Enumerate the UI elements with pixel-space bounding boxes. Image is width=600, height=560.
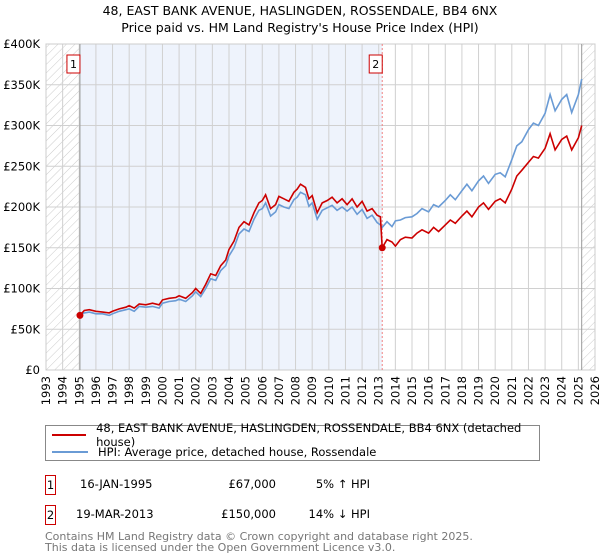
sale-point	[76, 311, 84, 319]
y-tick-label: £50K	[11, 322, 41, 336]
x-tick-label: 2008	[289, 376, 303, 405]
x-tick-label: 2017	[438, 376, 452, 405]
x-tick-label: 2015	[405, 376, 419, 405]
y-tick-label: £400K	[3, 37, 40, 51]
legend-label: HPI: Average price, detached house, Ross…	[98, 445, 377, 459]
x-tick-label: 1993	[39, 376, 53, 405]
transaction-number: 2	[45, 505, 56, 525]
x-tick-label: 2005	[239, 376, 253, 405]
plot-border	[45, 43, 596, 371]
x-tick-label: 2020	[488, 376, 502, 405]
annotation-box	[66, 54, 81, 74]
x-tick-label: 2007	[272, 376, 286, 405]
x-tick-label: 2025	[571, 376, 585, 405]
x-tick-label: 2003	[205, 376, 219, 405]
legend-item-property: 48, EAST BANK AVENUE, HASLINGDEN, ROSSEN…	[52, 421, 539, 449]
legend: 48, EAST BANK AVENUE, HASLINGDEN, ROSSEN…	[45, 421, 540, 461]
annotation-box	[368, 54, 383, 74]
x-tick-label: 2013	[372, 376, 386, 405]
y-tick-label: £350K	[3, 78, 40, 92]
x-tick-label: 2026	[588, 376, 600, 405]
x-tick-label: 1997	[106, 376, 120, 405]
transaction-date: 16-JAN-1995	[80, 477, 153, 491]
legend-swatch-blue	[52, 451, 88, 453]
footer-copyright: Contains HM Land Registry data © Crown c…	[45, 530, 473, 543]
x-tick-label: 2001	[172, 376, 186, 405]
transaction-hpi: 14% ↓ HPI	[308, 507, 370, 521]
y-tick-label: £200K	[3, 200, 40, 214]
x-tick-label: 2012	[355, 376, 369, 405]
x-tick-label: 1995	[72, 376, 86, 405]
y-tick-label: £250K	[3, 159, 40, 173]
x-tick-label: 2006	[255, 376, 269, 405]
transaction-price: £150,000	[221, 507, 276, 521]
legend-item-hpi: HPI: Average price, detached house, Ross…	[52, 444, 376, 460]
transaction-date: 19-MAR-2013	[76, 507, 154, 521]
chart-title: 48, EAST BANK AVENUE, HASLINGDEN, ROSSEN…	[102, 3, 498, 18]
x-tick-label: 2014	[388, 376, 402, 405]
annotation-label: 1	[70, 58, 77, 71]
x-tick-label: 2011	[338, 376, 352, 405]
x-tick-label: 2022	[521, 376, 535, 405]
y-tick-label: £150K	[3, 241, 40, 255]
legend-label: 48, EAST BANK AVENUE, HASLINGDEN, ROSSEN…	[96, 421, 522, 449]
x-tick-label: 2023	[538, 376, 552, 405]
series-line	[79, 78, 583, 317]
x-tick-label: 2021	[505, 376, 519, 405]
x-tick-label: 2004	[222, 376, 236, 405]
transaction-number: 1	[45, 475, 56, 495]
x-tick-label: 1996	[89, 376, 103, 405]
transaction-hpi: 5% ↑ HPI	[315, 477, 370, 491]
annotation-label: 2	[372, 58, 379, 71]
x-tick-label: 1994	[56, 376, 70, 405]
x-tick-label: 2009	[305, 376, 319, 405]
transaction-price: £67,000	[228, 477, 276, 491]
footer-licence: This data is licensed under the Open Gov…	[45, 541, 396, 554]
series-line	[79, 125, 583, 316]
x-tick-label: 2019	[472, 376, 486, 405]
x-tick-label: 1999	[139, 376, 153, 405]
chart-subtitle: Price paid vs. HM Land Registry's House …	[121, 20, 479, 35]
x-tick-label: 2000	[155, 376, 169, 405]
y-tick-label: £0	[25, 363, 40, 377]
line-chart: 1993 1994 1995 1996 1997 1998 1999 2000 2001 2002…	[3, 37, 600, 405]
x-tick-label: 2018	[455, 376, 469, 405]
sale-point	[378, 244, 386, 252]
y-tick-label: £300K	[3, 119, 40, 133]
x-tick-label: 2016	[422, 376, 436, 405]
y-tick-label: £100K	[3, 282, 40, 296]
legend-swatch-red	[52, 434, 87, 436]
x-tick-label: 1998	[122, 376, 136, 405]
x-tick-label: 2010	[322, 376, 336, 405]
x-tick-label: 2002	[189, 376, 203, 405]
x-tick-label: 2024	[555, 376, 569, 405]
